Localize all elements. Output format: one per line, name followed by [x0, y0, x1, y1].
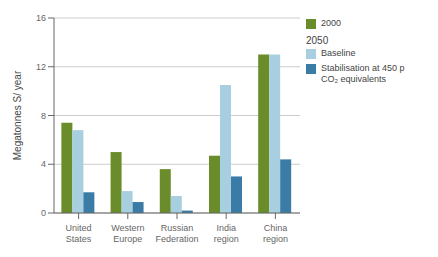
- html-text:Stabilisation at 450 p CO₂ equ: Stabilisation at 450 p CO₂ equivalents: [321, 63, 405, 84]
- html-text:2000: 2000: [321, 18, 341, 28]
- html-text:Baseline: Baseline: [321, 48, 356, 58]
- svg-text:8: 8: [41, 111, 46, 121]
- svg-text:Indiaregion: Indiaregion: [214, 223, 239, 244]
- svg-text:UnitedStates: UnitedStates: [66, 223, 92, 244]
- svg-text:WesternEurope: WesternEurope: [111, 223, 144, 244]
- svg-text:16: 16: [36, 13, 46, 23]
- svg-text:0: 0: [41, 208, 46, 218]
- svg-text:12: 12: [36, 62, 46, 72]
- svg-text:Megatonnes S/ year: Megatonnes S/ year: [12, 70, 23, 160]
- svg-text:Chinaregion: Chinaregion: [263, 223, 288, 244]
- svg-text:4: 4: [41, 159, 46, 169]
- svg-text:RussianFederation: RussianFederation: [155, 223, 198, 244]
- html-text:2050: 2050: [306, 35, 329, 46]
